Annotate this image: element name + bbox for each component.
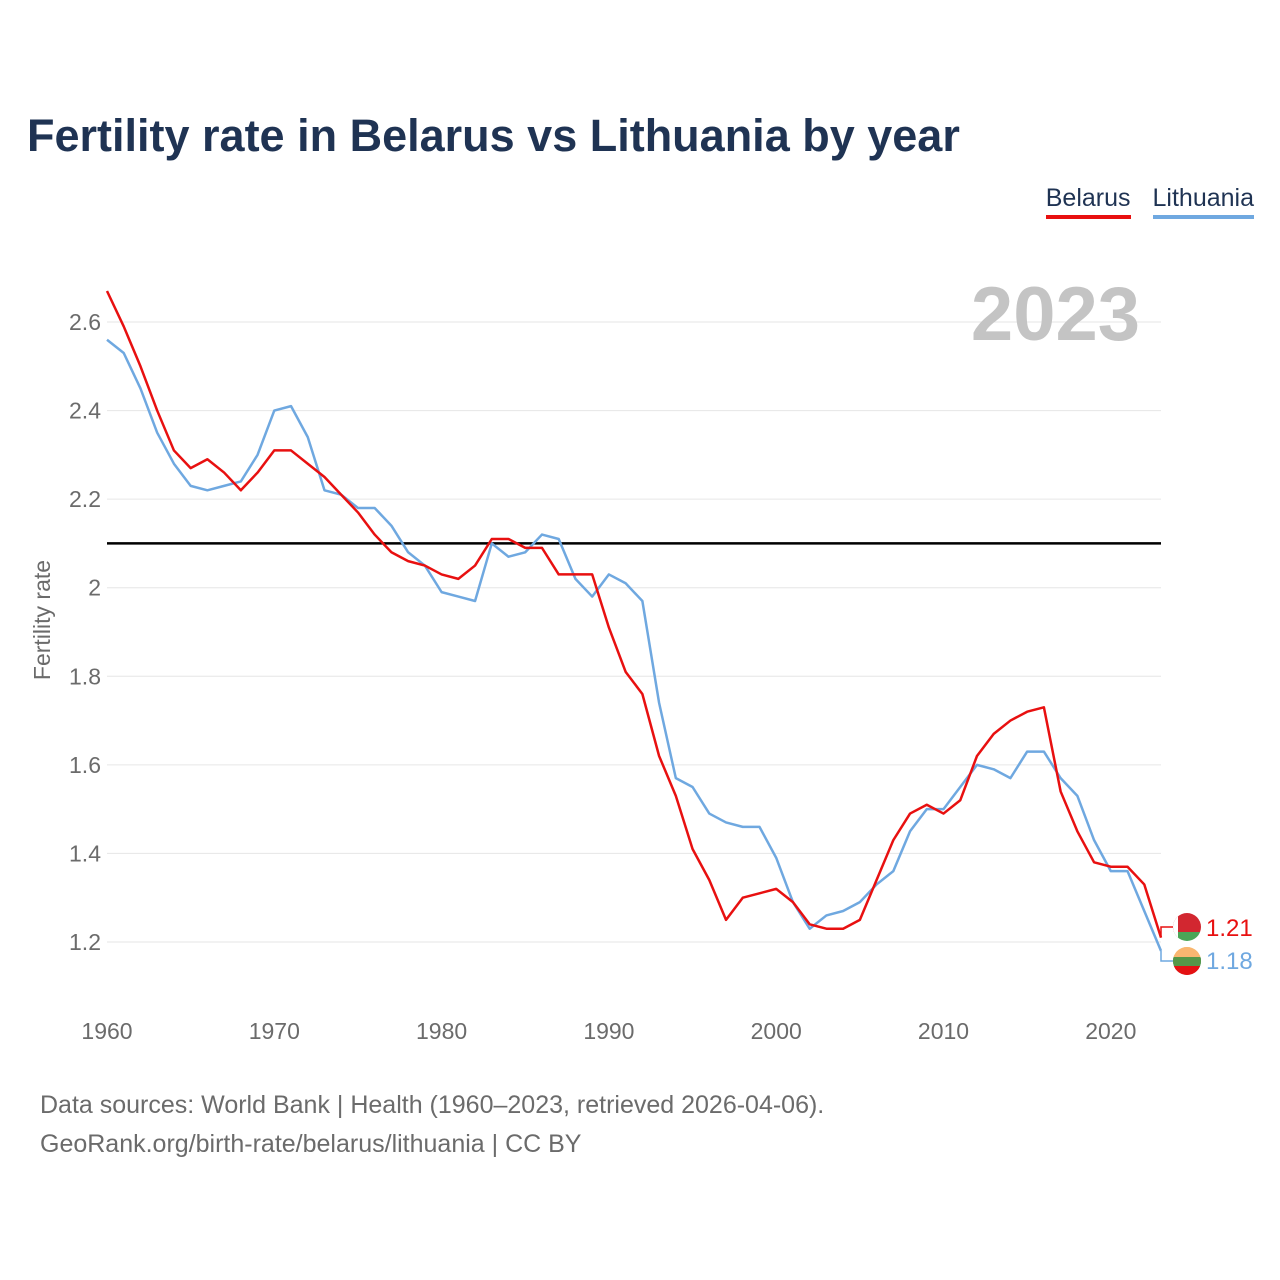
y-tick-label: 2 [88,575,101,601]
year-watermark: 2023 [971,272,1140,357]
x-axis-ticks: 1960 1970 1980 1990 2000 2010 2020 [81,1018,1136,1044]
end-connector-lithuania [1160,950,1173,962]
legend-item-lithuania[interactable]: Lithuania [1152,183,1254,219]
data-sources-text: Data sources: World Bank | Health (1960–… [40,1091,825,1119]
series-line-belarus [105,290,1163,938]
end-value-belarus: 1.21 [1206,915,1253,942]
lithuania-flag-icon [1173,947,1201,975]
legend: Belarus Lithuania [1045,183,1254,219]
y-tick-label: 1.6 [69,752,101,778]
x-tick-label: 1970 [249,1018,300,1044]
y-tick-label: 2.4 [69,398,101,424]
chart-title: Fertility rate in Belarus vs Lithuania b… [27,110,960,161]
series-lines [105,290,1163,952]
y-tick-label: 1.4 [69,840,101,866]
y-tick-label: 2.2 [69,486,101,512]
end-markers: 1.21 1.18 [1160,913,1253,975]
x-tick-label: 1980 [416,1018,467,1044]
belarus-flag-icon [1173,913,1201,941]
x-tick-label: 2010 [918,1018,969,1044]
x-tick-label: 2020 [1085,1018,1136,1044]
end-value-lithuania: 1.18 [1206,948,1253,975]
x-tick-label: 1990 [583,1018,634,1044]
y-tick-label: 1.8 [69,663,101,689]
grid-lines [107,321,1161,943]
footer: Data sources: World Bank | Health (1960–… [40,1086,824,1164]
y-tick-label: 1.2 [69,929,101,955]
y-axis-ticks: 1.2 1.4 1.6 1.8 2 2.2 2.4 2.6 [69,309,101,955]
y-axis-label: Fertility rate [29,560,55,680]
line-chart: 2023 1.2 1.4 1.6 1.8 2 2.2 2.4 2.6 1960 1970 1980… [29,272,1253,1044]
y-tick-label: 2.6 [69,309,101,335]
legend-item-belarus[interactable]: Belarus [1045,183,1131,219]
x-tick-label: 2000 [751,1018,802,1044]
end-connector-belarus [1160,926,1173,938]
series-line-lithuania [106,338,1163,952]
x-tick-label: 1960 [81,1018,132,1044]
source-link[interactable]: GeoRank.org/birth-rate/belarus/lithuania… [40,1130,582,1158]
